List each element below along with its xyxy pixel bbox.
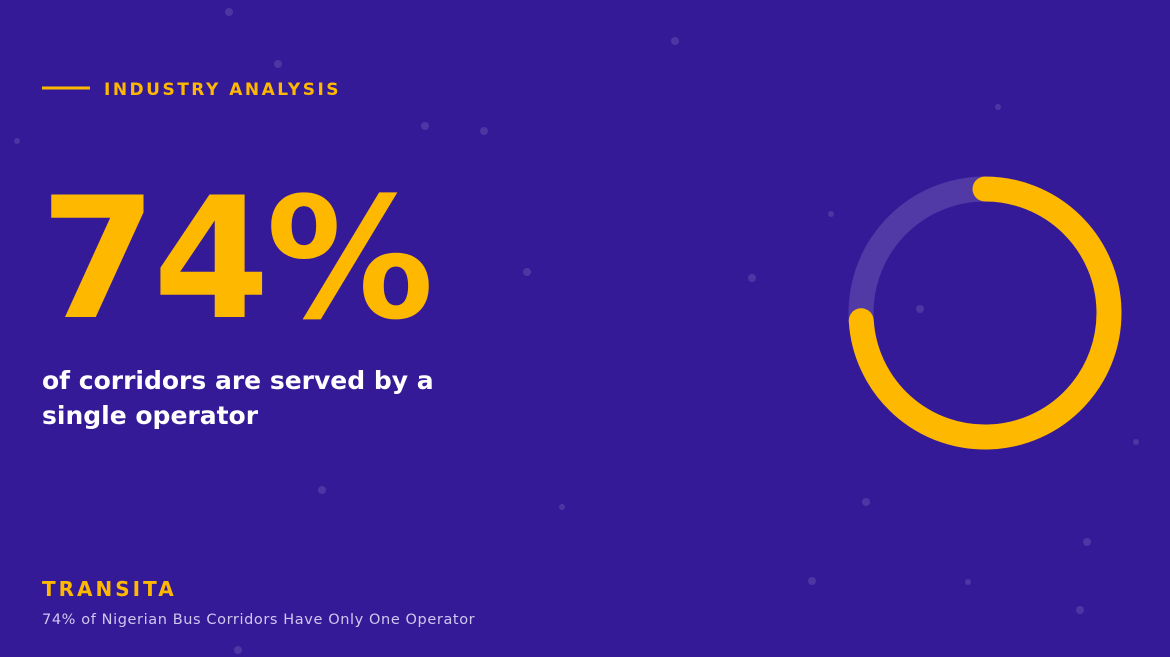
headline-stat: 74% xyxy=(40,161,430,357)
donut-segment xyxy=(848,176,1122,450)
kicker: INDUSTRY ANALYSIS xyxy=(104,80,341,100)
donut-chart xyxy=(848,176,1122,450)
brand: TRANSITA xyxy=(42,577,177,601)
decor-dots xyxy=(14,8,1139,654)
headline-line: of corridors are served by a xyxy=(42,366,434,395)
headline-line: single operator xyxy=(42,401,259,430)
donut-segment xyxy=(848,176,986,322)
caption: 74% of Nigerian Bus Corridors Have Only … xyxy=(42,612,475,628)
